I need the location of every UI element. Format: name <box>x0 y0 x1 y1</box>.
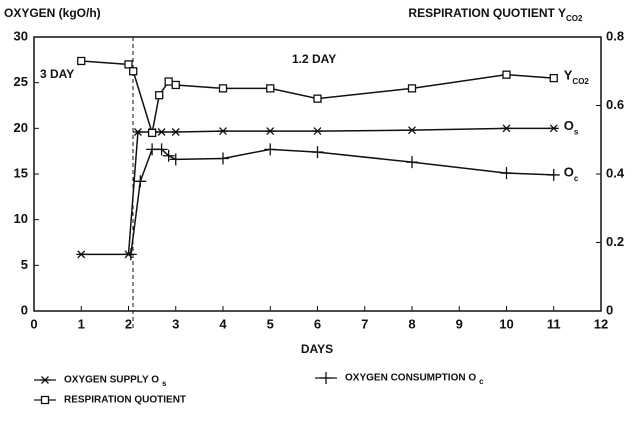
point <box>156 128 167 136</box>
y2-tick-label: 0.4 <box>606 165 625 180</box>
point <box>171 80 180 90</box>
y2-tick-label: 0 <box>606 302 613 317</box>
point <box>266 84 275 93</box>
point <box>218 84 228 93</box>
y-tick-label: 15 <box>14 165 28 180</box>
point <box>76 250 87 259</box>
legend-label: OXYGEN SUPPLY O <box>64 375 159 386</box>
series-label: Y <box>564 68 573 83</box>
point <box>500 167 513 180</box>
y2-axis-title: RESPIRATION QUOTIENT Y <box>408 6 566 20</box>
point <box>132 128 143 136</box>
point <box>313 94 322 103</box>
point <box>311 146 324 159</box>
annotation: 3 DAY <box>40 67 74 81</box>
y-tick-label: 20 <box>14 120 28 135</box>
point <box>407 84 417 93</box>
x-tick-label: 9 <box>456 316 463 331</box>
series-line <box>130 148 554 255</box>
legend-marker <box>40 376 50 384</box>
point <box>124 60 133 69</box>
point <box>265 127 276 136</box>
legend-label: OXYGEN CONSUMPTION O <box>345 373 476 384</box>
x-tick-label: 1 <box>78 316 85 331</box>
point <box>170 128 181 136</box>
legend-label: RESPIRATION QUOTIENT <box>64 395 186 406</box>
y-tick-label: 5 <box>21 257 28 272</box>
legend-marker <box>320 372 332 384</box>
point <box>155 91 164 100</box>
y2-tick-label: 0.2 <box>606 234 624 249</box>
point <box>169 153 182 166</box>
point <box>502 70 511 79</box>
y2-tick-label: 0.8 <box>606 28 624 43</box>
legend-marker <box>40 395 50 405</box>
series-label: O <box>564 118 574 133</box>
series-label-sub: c <box>574 174 579 183</box>
point <box>162 149 175 162</box>
point <box>549 73 558 83</box>
point <box>124 248 137 261</box>
point <box>217 152 229 165</box>
series-label-sub: s <box>574 127 579 136</box>
series-label: O <box>564 164 574 179</box>
y2-axis-title-sub: CO2 <box>566 14 583 23</box>
x-tick-label: 10 <box>499 316 513 331</box>
y-tick-label: 30 <box>14 28 28 43</box>
x-tick-label: 6 <box>314 316 321 331</box>
point <box>77 56 86 66</box>
x-axis-title: DAYS <box>301 342 333 356</box>
x-tick-label: 3 <box>172 316 179 331</box>
y2-tick-label: 0.6 <box>606 97 624 112</box>
point <box>155 143 168 156</box>
x-tick-label: 0 <box>30 316 37 331</box>
x-tick-label: 4 <box>219 316 227 331</box>
x-tick-label: 2 <box>125 316 132 331</box>
point <box>264 143 277 156</box>
series-line <box>81 127 554 256</box>
point <box>312 127 323 136</box>
y-tick-label: 0 <box>21 302 28 317</box>
point <box>406 156 418 169</box>
point <box>407 126 417 135</box>
x-tick-label: 11 <box>547 316 561 331</box>
point <box>134 175 147 188</box>
x-tick-label: 5 <box>267 316 274 331</box>
x-tick-label: 8 <box>408 316 415 331</box>
annotation: 1.2 DAY <box>292 52 336 66</box>
point <box>501 124 512 133</box>
y-tick-label: 25 <box>14 74 28 89</box>
y-tick-label: 10 <box>14 211 28 226</box>
point <box>147 128 157 138</box>
x-tick-label: 7 <box>361 316 368 331</box>
legend-label-sub: c <box>479 377 484 386</box>
y-axis-title: OXYGEN (kgO/h) <box>4 6 101 20</box>
point <box>164 77 173 86</box>
legend-label-sub: s <box>162 379 167 388</box>
point <box>548 124 559 133</box>
point <box>547 168 560 181</box>
point <box>218 127 228 136</box>
series-label-sub: CO2 <box>572 77 589 86</box>
point <box>129 67 138 76</box>
x-tick-label: 12 <box>594 316 608 331</box>
